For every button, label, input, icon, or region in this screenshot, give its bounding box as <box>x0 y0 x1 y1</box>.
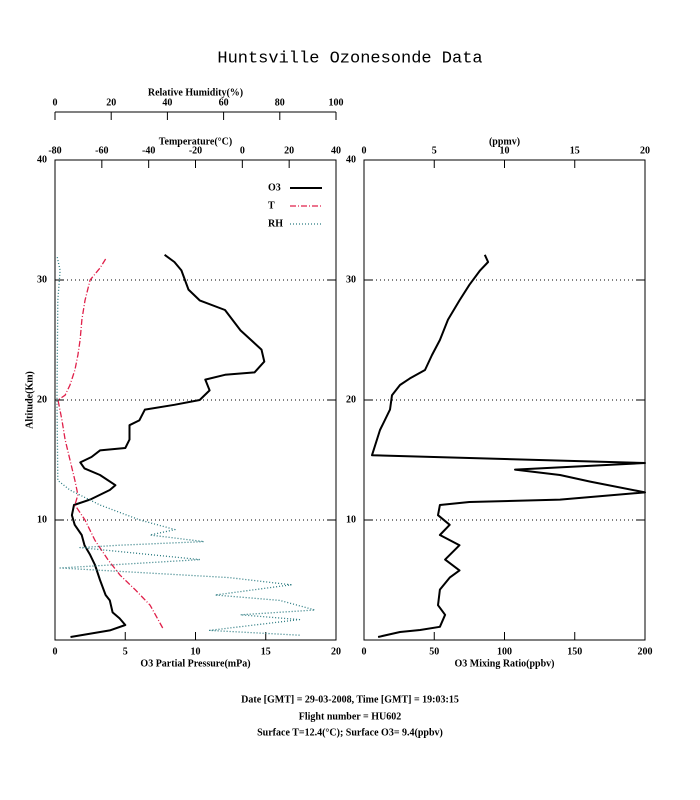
x-axis-label: Relative Humidity(%) <box>148 87 243 98</box>
y-tick-label: 30 <box>346 274 356 285</box>
x-tick-label: -80 <box>48 145 61 156</box>
x-tick-label: 0 <box>53 646 58 657</box>
x-tick-label: 80 <box>275 97 285 108</box>
x-tick-label: 50 <box>429 646 439 657</box>
x-tick-label: -20 <box>189 145 202 156</box>
x-tick-label: 20 <box>640 145 650 156</box>
x-tick-label: 60 <box>219 97 229 108</box>
footer-line: Surface T=12.4(°C); Surface O3= 9.4(ppbv… <box>257 727 443 738</box>
x-tick-label: 0 <box>362 145 367 156</box>
x-tick-label: 0 <box>240 145 245 156</box>
y-tick-label: 30 <box>37 274 47 285</box>
y-tick-label: 10 <box>37 514 47 525</box>
x-axis-label: O3 Mixing Ratio(ppbv) <box>454 658 554 669</box>
legend-label: RH <box>268 218 283 229</box>
y-tick-label: 40 <box>346 154 356 165</box>
x-tick-label: 100 <box>497 646 512 657</box>
chart-title: Huntsville Ozonesonde Data <box>217 49 482 68</box>
profile-line <box>57 258 164 629</box>
y-tick-label: 20 <box>37 394 47 405</box>
x-tick-label: 200 <box>638 646 653 657</box>
x-tick-label: 100 <box>329 97 344 108</box>
x-tick-label: 40 <box>162 97 172 108</box>
x-tick-label: 5 <box>123 646 128 657</box>
x-tick-label: 10 <box>500 145 510 156</box>
x-tick-label: 20 <box>284 145 294 156</box>
x-tick-label: 150 <box>567 646 582 657</box>
profile-line <box>371 254 646 638</box>
footer-line: Date [GMT] = 29-03-2008, Time [GMT] = 19… <box>241 694 459 705</box>
profile-line <box>70 253 266 638</box>
x-tick-label: 40 <box>331 145 341 156</box>
footer-line: Flight number = HU602 <box>299 711 401 722</box>
x-tick-label: 10 <box>191 646 201 657</box>
y-axis-label: Altitude(Km) <box>24 371 35 429</box>
profile-line <box>56 255 316 636</box>
legend-label: O3 <box>268 182 281 193</box>
x-tick-label: 5 <box>432 145 437 156</box>
x-axis-label: O3 Partial Pressure(mPa) <box>140 658 250 669</box>
x-axis-label: Temperature(°C) <box>159 136 232 147</box>
x-tick-label: 0 <box>53 97 58 108</box>
x-tick-label: 15 <box>261 646 271 657</box>
x-tick-label: -40 <box>142 145 155 156</box>
x-tick-label: -60 <box>95 145 108 156</box>
y-tick-label: 10 <box>346 514 356 525</box>
y-tick-label: 40 <box>37 154 47 165</box>
legend-label: T <box>268 200 275 211</box>
x-tick-label: 20 <box>331 646 341 657</box>
x-tick-label: 20 <box>106 97 116 108</box>
x-axis-label: (ppmv) <box>489 136 520 147</box>
x-tick-label: 15 <box>570 145 580 156</box>
y-tick-label: 20 <box>346 394 356 405</box>
x-tick-label: 0 <box>362 646 367 657</box>
